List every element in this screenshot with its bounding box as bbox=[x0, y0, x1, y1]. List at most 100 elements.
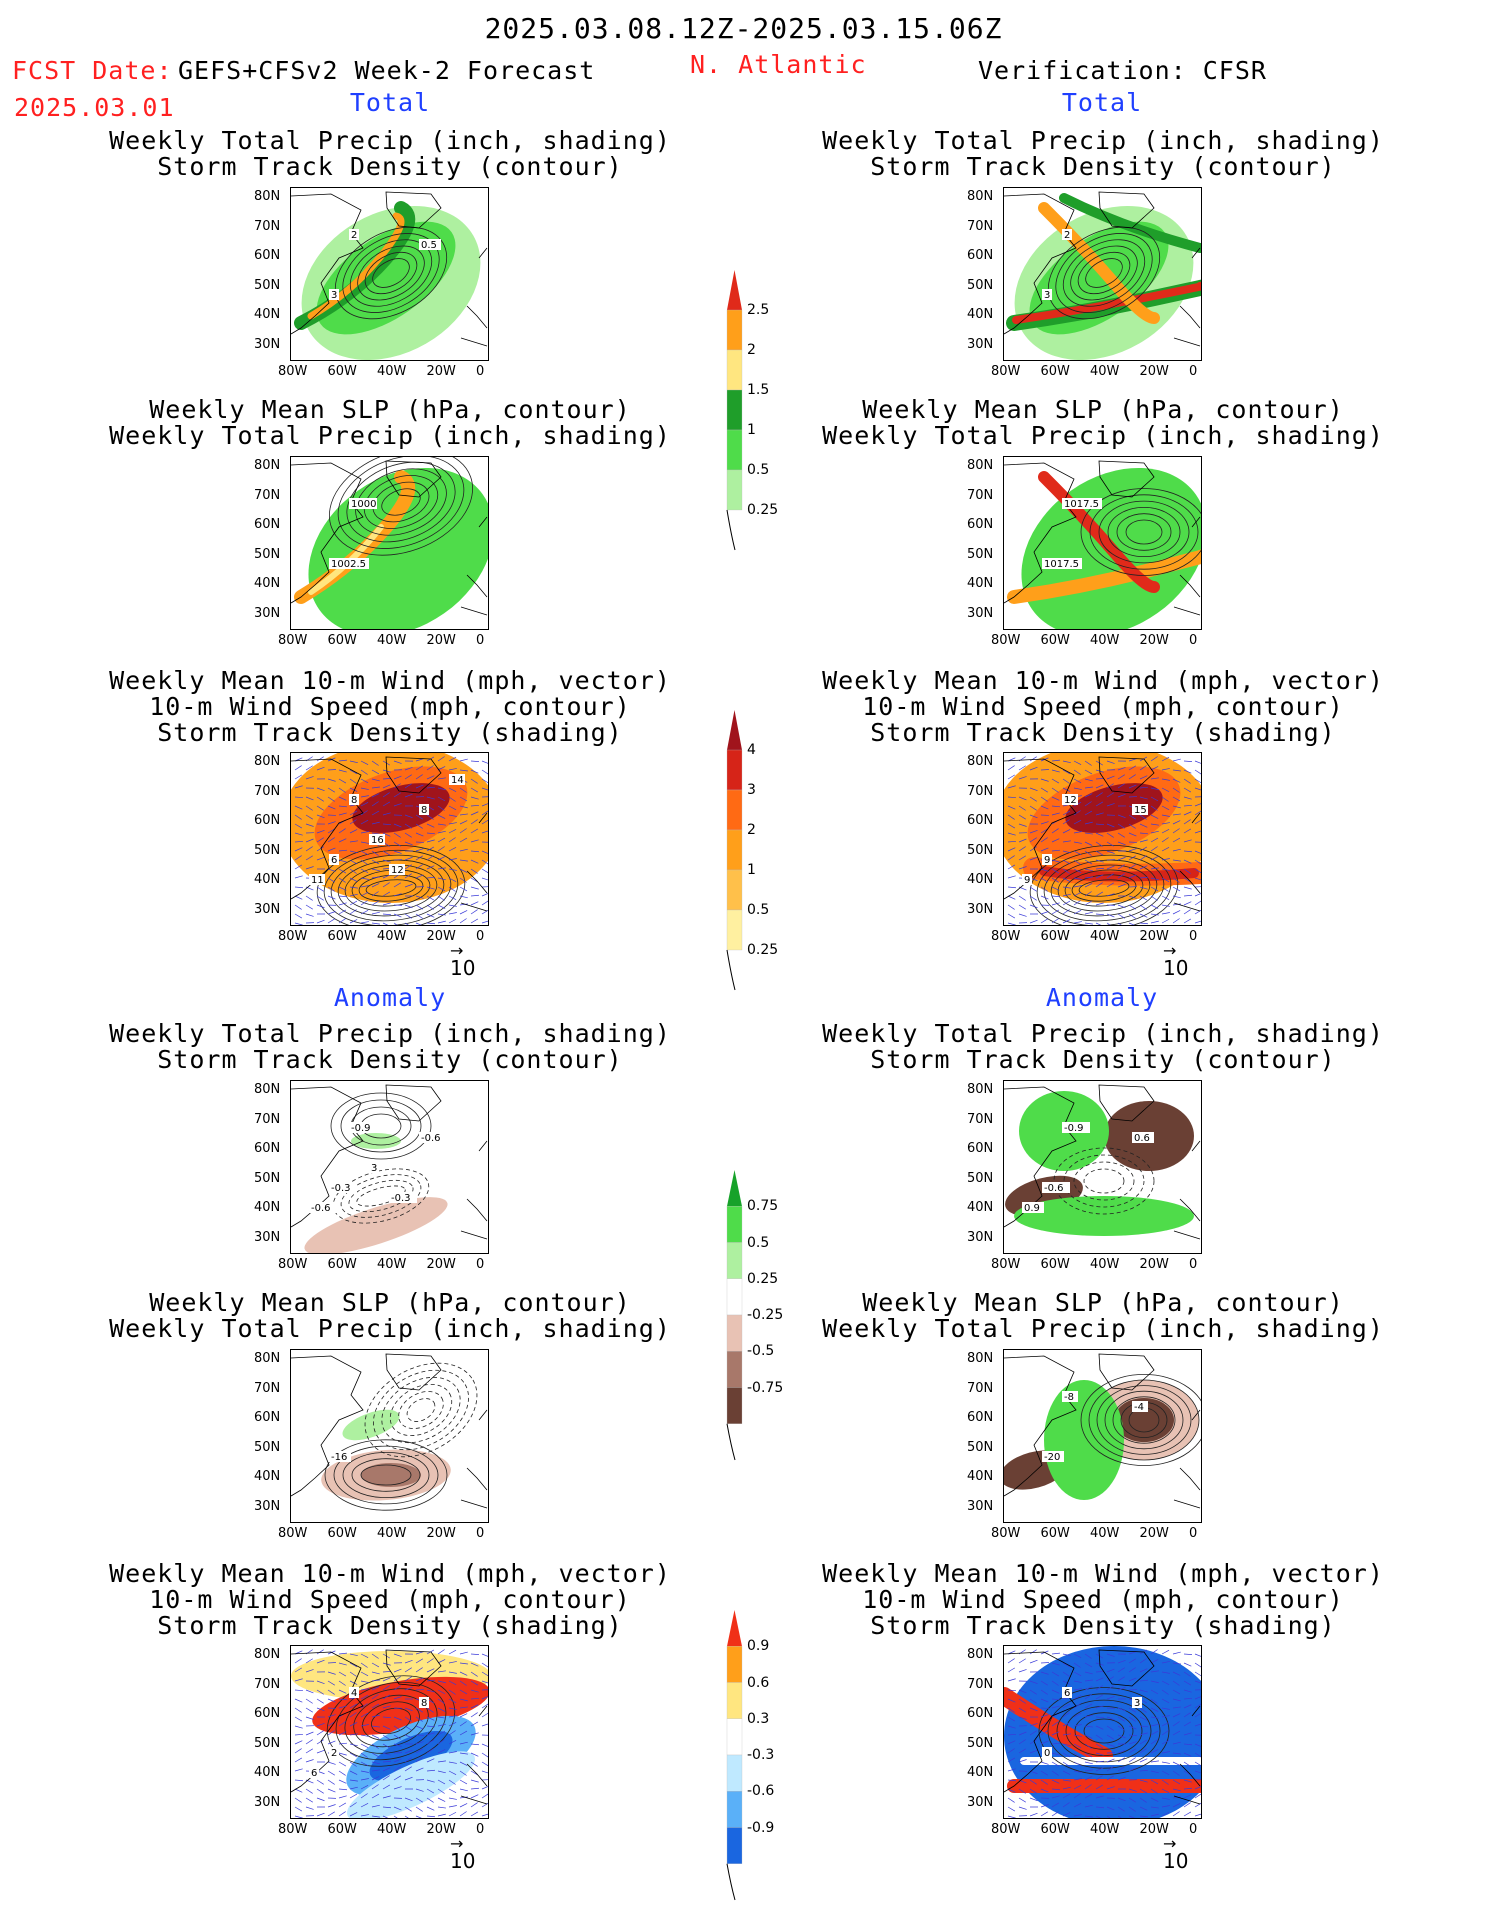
wind-vector bbox=[1183, 1743, 1192, 1746]
wind-vector bbox=[327, 837, 335, 843]
wind-vector bbox=[1051, 1689, 1060, 1694]
lat-tick-label: 30N bbox=[967, 336, 994, 352]
lon-tick-label: 40W bbox=[377, 364, 407, 379]
wind-vector bbox=[349, 1662, 358, 1668]
svg-text:-0.6: -0.6 bbox=[421, 1133, 441, 1144]
wind-vector bbox=[360, 921, 369, 924]
wind-vector bbox=[1095, 1752, 1104, 1756]
wind-vector bbox=[437, 856, 446, 861]
wind-vector bbox=[294, 1815, 303, 1818]
wind-vector bbox=[1007, 886, 1016, 889]
precip-anom-neg bbox=[1114, 1398, 1174, 1442]
colorbar-segment bbox=[726, 1646, 743, 1683]
wind-vector bbox=[1007, 1768, 1016, 1772]
panel-title-forecast-2-2: Storm Track Density (shading) bbox=[157, 718, 623, 747]
panel-title-verification-2-2: Storm Track Density (shading) bbox=[870, 718, 1336, 747]
wind-vector bbox=[1139, 1658, 1147, 1664]
wind-vector bbox=[1150, 1689, 1159, 1695]
precip-band bbox=[1038, 471, 1160, 593]
wind-vector bbox=[1018, 805, 1026, 811]
wind-vector bbox=[1029, 1659, 1038, 1664]
contour-line bbox=[1062, 239, 1146, 307]
wind-vector bbox=[1040, 821, 1049, 825]
wind-vector bbox=[415, 1757, 423, 1763]
wind-vector bbox=[1183, 1697, 1193, 1700]
wind-vector bbox=[1051, 1788, 1060, 1791]
map-verification-4: -20 -8 -4 bbox=[1003, 1349, 1202, 1523]
wind-vector bbox=[1073, 1770, 1082, 1773]
wind-vector bbox=[1007, 1733, 1016, 1736]
svg-text:1002.5: 1002.5 bbox=[331, 559, 366, 570]
wind-vector bbox=[1073, 1688, 1082, 1691]
wind-vector bbox=[426, 865, 435, 870]
wind-vector bbox=[481, 1743, 488, 1747]
lon-tick-label: 20W bbox=[426, 364, 456, 379]
wind-vector bbox=[404, 1734, 413, 1739]
wind-vector bbox=[1117, 1815, 1122, 1818]
contour-line bbox=[1053, 1147, 1155, 1215]
lat-tick-label: 50N bbox=[254, 842, 281, 858]
wind-vector bbox=[1139, 1732, 1148, 1736]
wind-vector bbox=[1018, 913, 1027, 917]
wind-vector bbox=[426, 1679, 435, 1682]
lon-tick-label: 80W bbox=[278, 364, 308, 379]
wind-vector bbox=[1018, 1731, 1027, 1736]
wind-vector bbox=[459, 769, 468, 772]
wind-vector bbox=[426, 832, 435, 835]
wind-vector bbox=[338, 1698, 347, 1701]
wind-vector bbox=[1062, 787, 1071, 792]
wind-vector bbox=[459, 1741, 468, 1745]
wind-vector bbox=[448, 1730, 456, 1736]
panel-title-forecast-0-0: Weekly Total Precip (inch, shading) bbox=[109, 126, 671, 155]
wind-vector bbox=[470, 769, 479, 774]
wind-vector bbox=[1106, 1676, 1114, 1682]
wind-vector bbox=[470, 1721, 479, 1727]
wind-vector bbox=[371, 769, 380, 775]
wind-vector bbox=[437, 1806, 446, 1809]
lat-tick-label: 50N bbox=[254, 1170, 281, 1186]
wind-vector bbox=[1029, 837, 1037, 843]
wind-vector bbox=[437, 1649, 445, 1655]
wind-vector bbox=[360, 841, 369, 844]
svg-text:9: 9 bbox=[1024, 875, 1030, 886]
wind-vector bbox=[316, 919, 325, 924]
wind-vector bbox=[393, 913, 402, 918]
wind-vector bbox=[448, 1811, 457, 1817]
wind-vector bbox=[1194, 1802, 1201, 1808]
wind-vector bbox=[1128, 814, 1136, 820]
wind-vector bbox=[481, 819, 488, 825]
wind-vector bbox=[459, 1713, 468, 1718]
wind-vector bbox=[1150, 1723, 1159, 1727]
wind-vector bbox=[1051, 909, 1060, 915]
wind-vector bbox=[382, 1734, 390, 1740]
wind-vector bbox=[1150, 837, 1159, 843]
period-title: 2025.03.08.12Z-2025.03.15.06Z bbox=[484, 12, 1003, 45]
wind-vector bbox=[1007, 765, 1015, 771]
wind-vector bbox=[1172, 778, 1181, 783]
colorbar-label: 0.5 bbox=[747, 462, 770, 478]
precip-band bbox=[1059, 193, 1201, 253]
wind-vector bbox=[327, 787, 336, 793]
wind-vector bbox=[1029, 904, 1038, 909]
wind-vector bbox=[1161, 805, 1170, 811]
wind-vector bbox=[1084, 801, 1092, 807]
lon-tick-label: 60W bbox=[327, 1822, 357, 1837]
wind-vector bbox=[459, 1698, 468, 1702]
colorbar-label: 0.25 bbox=[747, 1270, 779, 1287]
wind-vector bbox=[360, 1662, 368, 1668]
wind-vector bbox=[1194, 778, 1201, 784]
wind-vector bbox=[360, 1671, 369, 1677]
svg-text:11: 11 bbox=[311, 875, 324, 886]
wind-vector bbox=[360, 831, 369, 834]
wind-vector bbox=[1161, 895, 1170, 901]
wind-vector bbox=[1062, 1703, 1071, 1709]
wind-vector bbox=[1161, 1788, 1170, 1794]
lat-tick-label: 70N bbox=[967, 1676, 994, 1692]
wind-vector bbox=[338, 859, 347, 863]
wind-vector bbox=[415, 1741, 424, 1745]
panel-title-forecast-1-0: Weekly Mean SLP (hPa, contour) bbox=[149, 395, 631, 424]
contour-label: 11 bbox=[309, 874, 325, 886]
wind-vector bbox=[1095, 792, 1103, 798]
wind-vector bbox=[481, 1712, 488, 1718]
